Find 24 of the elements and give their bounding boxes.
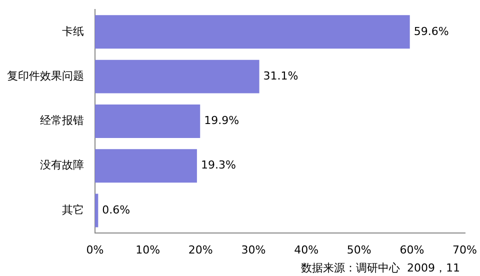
- x-tick-label: 40%: [294, 243, 319, 256]
- bar: [95, 104, 200, 138]
- x-tick-label: 0%: [86, 243, 104, 256]
- bar: [95, 15, 410, 49]
- bar: [95, 194, 98, 228]
- x-tick-label: 70%: [452, 243, 477, 256]
- data-label: 59.6%: [414, 24, 449, 38]
- y-tick-label: 复印件效果问题: [7, 69, 84, 82]
- bar: [95, 60, 260, 94]
- data-label: 19.9%: [204, 114, 240, 128]
- y-tick-label: 没有故障: [40, 158, 84, 172]
- x-tick-label: 60%: [400, 243, 424, 256]
- x-tick-label: 10%: [136, 243, 160, 256]
- data-label: 0.6%: [102, 203, 130, 216]
- y-tick-label: 其它: [62, 203, 84, 216]
- y-tick-label: 卡纸: [62, 24, 84, 38]
- y-tick-label: 经常报错: [40, 114, 84, 128]
- x-tick-label: 50%: [346, 243, 372, 256]
- x-tick-label: 20%: [188, 243, 213, 256]
- x-tick-label: 30%: [241, 243, 266, 256]
- data-label: 31.1%: [263, 69, 298, 82]
- bar: [95, 149, 197, 183]
- data-label: 19.3%: [200, 158, 236, 172]
- source-note: 数据来源：调研中心 2009，11: [301, 261, 460, 274]
